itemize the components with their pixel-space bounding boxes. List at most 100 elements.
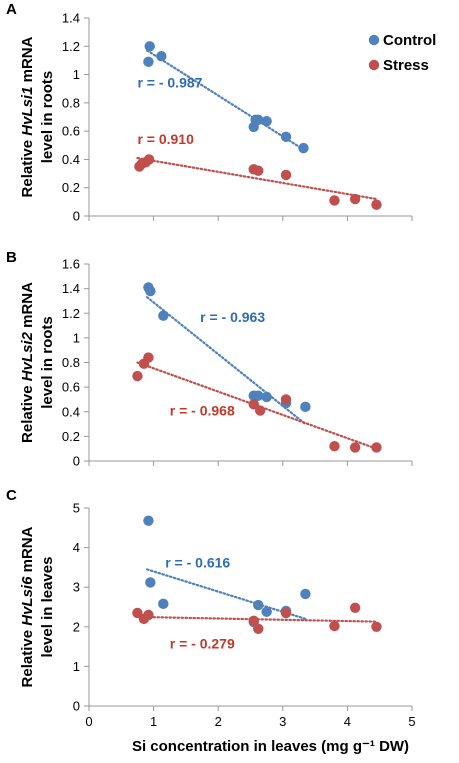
panel-b-stress-point	[349, 442, 361, 453]
panel-b-control-point	[300, 401, 311, 413]
legend-stress-label: Stress	[383, 57, 429, 74]
panel-a-control-trendline	[146, 49, 305, 151]
panel-b-stress-point	[254, 405, 266, 416]
panel-a-stress-point	[329, 195, 340, 206]
panel-b-control-point	[145, 285, 156, 297]
panel-c-y-tick-label: 3	[73, 580, 80, 595]
panel-a-stress-trendline	[136, 156, 378, 201]
panel-c-x-tick-label: 2	[215, 714, 222, 729]
panel-a-control-r-label: r = - 0.987	[137, 74, 202, 90]
panel-a-y-tick-label: 1.2	[62, 39, 80, 54]
panel-a-stress-point	[280, 169, 292, 181]
panel-c-y-label-post: mRNA	[19, 526, 36, 576]
panel-c-y-tick-label: 4	[73, 540, 80, 555]
panel-b-y-tick-label: 1.4	[62, 281, 80, 296]
panel-c-control-point	[261, 606, 272, 617]
panel-a-control-point	[253, 114, 264, 126]
panel-b-y-label-gene: HvLsi2	[19, 331, 36, 381]
panel-c-stress-point	[280, 607, 292, 619]
panel-b-stress-point	[329, 441, 340, 452]
panel-c-y-label-line2: level in leaves	[39, 557, 56, 658]
panel-b-y-tick-label: 1.6	[62, 257, 80, 272]
panel-a-y-tick-label: 0	[73, 209, 80, 224]
panel-a-y-tick-label: 0.8	[62, 95, 80, 110]
panel-c-x-tick-label: 1	[150, 714, 157, 729]
panel-a-y-tick-label: 1.4	[62, 11, 80, 26]
panel-b-stress-point	[280, 394, 292, 405]
panel-c-stress-point	[248, 615, 259, 627]
panel-a-control-point	[298, 142, 309, 154]
panel-a-y-label-gene: HvLsi1	[19, 87, 36, 136]
panel-a-y-tick-label: 0.6	[62, 124, 80, 139]
panel-a-control-point	[261, 116, 272, 127]
panel-a-control-point	[280, 131, 292, 142]
panel-c-x-tick-label: 5	[408, 714, 415, 729]
panel-a-stress-point	[253, 165, 264, 176]
panel-c-stress-point	[371, 621, 382, 632]
panel-c-y-tick-label: 0	[73, 699, 80, 714]
panel-b-stress-r-label: r = - 0.968	[170, 402, 235, 418]
panel-a-stress-r-label: r = 0.910	[137, 131, 194, 147]
panel-a-stress-point	[349, 193, 361, 205]
legend-control-marker	[368, 34, 380, 46]
panel-b-stress-point	[143, 352, 154, 363]
panel-b-y-label-line2: level in roots	[39, 316, 56, 409]
panel-c-control-r-label: r = - 0.616	[165, 554, 230, 570]
panel-a-control-point	[143, 56, 154, 68]
panel-c-y-tick-label: 1	[73, 659, 80, 674]
panel-c-control-point	[158, 598, 169, 610]
panel-b-stress-point	[371, 442, 382, 453]
panel-b-control-point	[261, 391, 272, 403]
panel-c-x-label: Si concentration in leaves (mg g⁻¹ DW)	[132, 738, 409, 755]
panel-a-stress-point	[143, 154, 155, 165]
panel-c-y-label-gene: HvLsi6	[19, 576, 36, 626]
panel-b-control-point	[158, 310, 169, 321]
panel-a-y-tick-label: 0.4	[62, 152, 80, 167]
panel-b-control-trendline	[146, 296, 307, 426]
panel-c-control-trendline	[146, 568, 307, 620]
panel-c-letter: C	[6, 487, 17, 504]
panel-a-y-tick-label: 0.2	[62, 180, 80, 195]
panel-b-y-tick-label: 0.6	[62, 380, 80, 395]
panel-a-y-label-pre: Relative	[19, 136, 36, 198]
panel-c-y-tick-label: 5	[73, 501, 80, 516]
panel-a-y-tick-label: 1	[73, 67, 80, 82]
panel-c-control-point	[145, 577, 156, 588]
panel-b-y-tick-label: 1.2	[62, 306, 80, 321]
panel-b-y-label-post: mRNA	[19, 282, 36, 332]
panel-c-x-tick-label: 0	[85, 714, 92, 729]
panel-c-control-point	[253, 599, 264, 611]
panel-c-stress-point	[253, 623, 264, 634]
panel-b-y-tick-label: 0.8	[62, 355, 80, 370]
panel-a-letter: A	[6, 1, 17, 18]
panel-b-control-r-label: r = - 0.963	[200, 309, 265, 325]
panel-b-stress-point	[132, 370, 143, 382]
panel-b-y-tick-label: 0.2	[62, 429, 80, 444]
panel-c-stress-point	[329, 620, 340, 632]
panel-b-y-tick-label: 0.4	[62, 404, 80, 419]
panel-c-x-tick-label: 4	[344, 714, 351, 729]
panel-b-y-tick-label: 1	[73, 330, 80, 345]
panel-a-y-label: Relative HvLsi1 mRNA	[19, 36, 36, 197]
panel-a-control-point	[156, 50, 167, 62]
panel-a-control-point	[144, 41, 155, 52]
panel-c-stress-point	[349, 602, 361, 613]
panel-b-y-label-pre: Relative	[19, 381, 36, 443]
panel-b-y-tick-label: 0	[73, 454, 80, 469]
panel-b-control-point	[253, 390, 264, 401]
panel-a-y-label-line2: level in roots	[39, 71, 56, 164]
panel-c-stress-r-label: r = - 0.279	[170, 636, 235, 652]
panel-c-y-label: Relative HvLsi6 mRNA	[19, 526, 36, 687]
panel-a-y-label-post: mRNA	[19, 36, 36, 86]
panel-c-stress-point	[143, 609, 154, 621]
legend-control-label: Control	[383, 32, 436, 49]
panel-a-stress-point	[371, 199, 382, 210]
panel-c-control-point	[143, 515, 154, 526]
panel-b-y-label: Relative HvLsi2 mRNA	[19, 282, 36, 443]
panel-b-stress-point	[248, 399, 259, 410]
panel-c-control-point	[300, 588, 311, 600]
panel-c-y-tick-label: 2	[73, 619, 80, 634]
panel-c-y-label-pre: Relative	[19, 626, 36, 688]
